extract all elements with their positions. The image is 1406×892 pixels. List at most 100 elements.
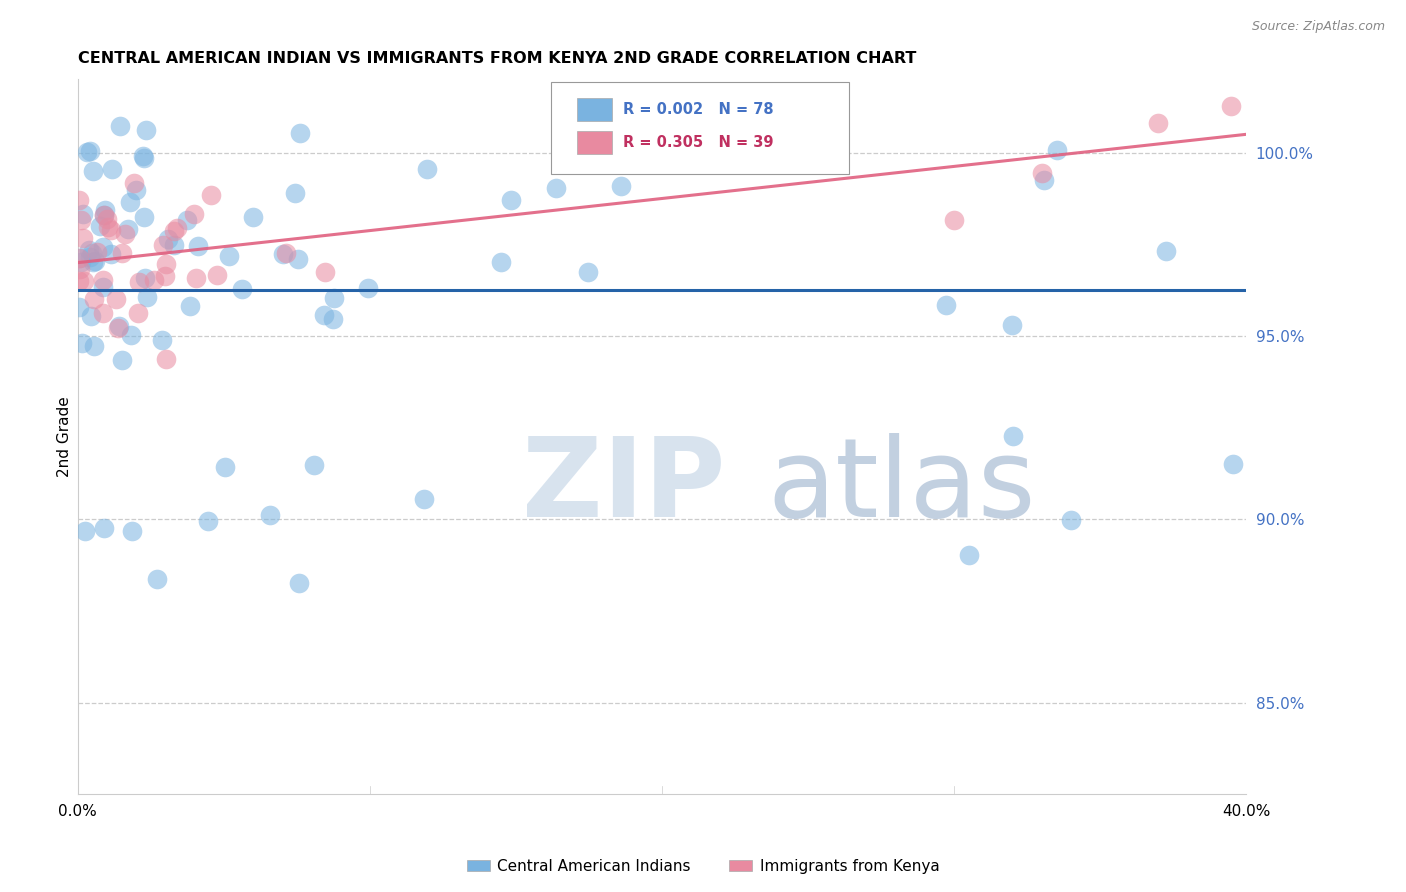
Point xyxy=(82,164,104,178)
Text: Source: ZipAtlas.com: Source: ZipAtlas.com xyxy=(1251,20,1385,33)
Point xyxy=(96,212,118,227)
Point xyxy=(111,245,134,260)
Point xyxy=(67,193,90,207)
Point xyxy=(166,221,188,235)
Point xyxy=(156,232,179,246)
Point xyxy=(135,122,157,136)
Point xyxy=(155,257,177,271)
Point xyxy=(120,195,142,210)
Y-axis label: 2nd Grade: 2nd Grade xyxy=(58,396,72,477)
Text: ZIP: ZIP xyxy=(522,434,725,541)
Point xyxy=(101,162,124,177)
Point xyxy=(91,306,114,320)
Point xyxy=(218,249,240,263)
Point xyxy=(91,273,114,287)
Point xyxy=(122,176,145,190)
Text: R = 0.002   N = 78: R = 0.002 N = 78 xyxy=(623,102,773,117)
Point xyxy=(357,281,380,295)
Point xyxy=(302,458,325,472)
Point xyxy=(957,549,980,563)
Point xyxy=(121,524,143,538)
Point xyxy=(114,227,136,241)
Point xyxy=(93,521,115,535)
Point xyxy=(1220,99,1243,113)
Point xyxy=(322,291,344,305)
Point xyxy=(127,306,149,320)
Point xyxy=(284,186,307,201)
Point xyxy=(489,255,512,269)
Legend: Central American Indians, Immigrants from Kenya: Central American Indians, Immigrants fro… xyxy=(461,853,945,880)
Point xyxy=(153,268,176,283)
Point xyxy=(69,212,91,227)
Point xyxy=(274,246,297,260)
Point xyxy=(1001,318,1024,332)
Point xyxy=(259,508,281,523)
Point xyxy=(73,274,96,288)
Point xyxy=(80,309,103,323)
Text: CENTRAL AMERICAN INDIAN VS IMMIGRANTS FROM KENYA 2ND GRADE CORRELATION CHART: CENTRAL AMERICAN INDIAN VS IMMIGRANTS FR… xyxy=(77,51,917,66)
Point xyxy=(1154,244,1177,259)
Point xyxy=(179,299,201,313)
Point xyxy=(100,247,122,261)
Point xyxy=(1046,143,1069,157)
Point xyxy=(314,265,336,279)
Point xyxy=(70,255,93,269)
Point xyxy=(134,271,156,285)
Point xyxy=(578,264,600,278)
Point xyxy=(83,292,105,306)
Point xyxy=(150,333,173,347)
Point xyxy=(97,220,120,235)
Point xyxy=(94,203,117,218)
Point xyxy=(108,120,131,134)
Point xyxy=(86,245,108,260)
Point xyxy=(82,255,104,269)
Point xyxy=(413,492,436,507)
Point xyxy=(107,321,129,335)
Point xyxy=(93,208,115,222)
Point xyxy=(83,338,105,352)
Point xyxy=(105,292,128,306)
Point xyxy=(69,251,91,265)
Point xyxy=(205,268,228,283)
Point xyxy=(89,219,111,233)
Text: R = 0.305   N = 39: R = 0.305 N = 39 xyxy=(623,135,773,150)
Point xyxy=(288,126,311,140)
Point xyxy=(214,460,236,475)
Point xyxy=(67,300,90,314)
Point xyxy=(287,252,309,266)
Point xyxy=(322,312,344,326)
Point xyxy=(183,207,205,221)
Point xyxy=(69,261,91,276)
Point xyxy=(1060,512,1083,526)
Point xyxy=(288,576,311,591)
Point xyxy=(108,318,131,333)
Point xyxy=(1032,173,1054,187)
Point xyxy=(70,336,93,351)
Point xyxy=(176,213,198,227)
Point xyxy=(67,251,90,265)
Point xyxy=(416,162,439,177)
Point xyxy=(124,183,146,197)
Point xyxy=(79,250,101,264)
Point xyxy=(120,328,142,343)
Point xyxy=(128,275,150,289)
Point xyxy=(100,223,122,237)
Point xyxy=(135,290,157,304)
Point xyxy=(499,193,522,207)
Point xyxy=(134,151,156,165)
Point xyxy=(82,246,104,260)
Point xyxy=(163,238,186,252)
FancyBboxPatch shape xyxy=(551,82,849,174)
Point xyxy=(271,247,294,261)
Point xyxy=(242,210,264,224)
Point xyxy=(117,222,139,236)
Point xyxy=(1002,429,1025,443)
Point xyxy=(134,210,156,224)
Point xyxy=(111,352,134,367)
Point xyxy=(200,187,222,202)
Point xyxy=(187,238,209,252)
Point xyxy=(1147,116,1170,130)
Point xyxy=(79,144,101,158)
Point xyxy=(91,279,114,293)
Point xyxy=(942,213,965,227)
